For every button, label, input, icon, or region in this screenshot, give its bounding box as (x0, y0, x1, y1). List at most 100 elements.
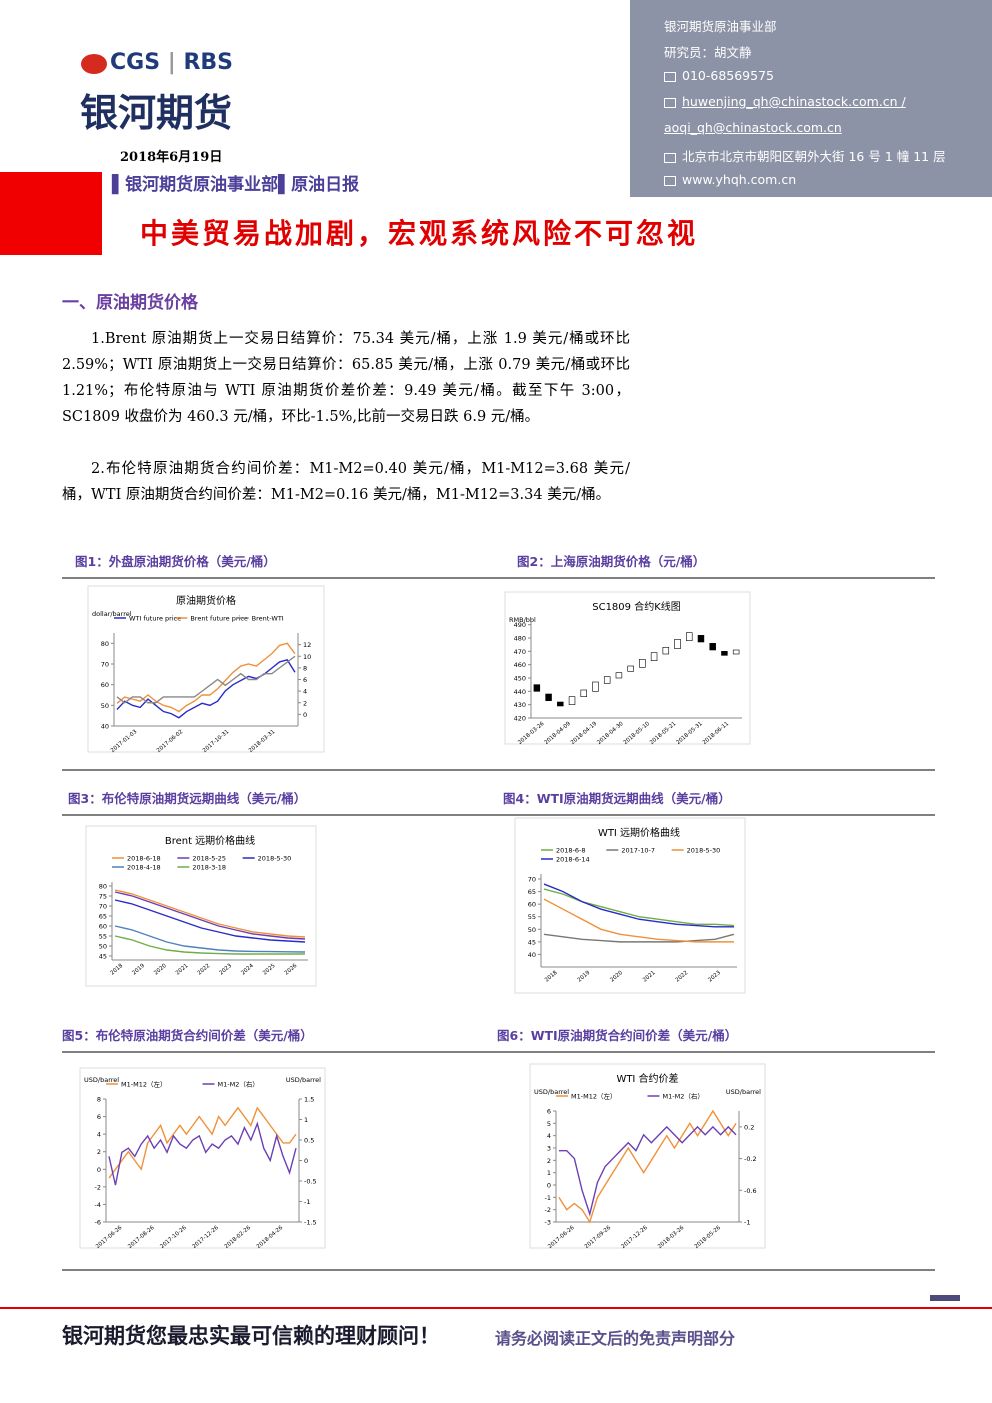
x-tick-label: 2021 (175, 963, 190, 977)
series-line (116, 642, 296, 713)
candle (639, 659, 646, 668)
red-block (0, 172, 102, 255)
y2-tick-label: 2 (303, 699, 307, 707)
report-name: 原油日报 (291, 175, 360, 195)
x-tick-label: 2022 (197, 963, 212, 977)
figure-caption: 图2：上海原油期货价格（元/桶） (517, 554, 706, 569)
legend-label: 2018-3-18 (192, 864, 226, 872)
axis-label: USD/barrel (534, 1088, 569, 1096)
candle (709, 643, 716, 651)
footer-slogan: 银河期货您最忠实最可信赖的理财顾问！ (62, 1324, 440, 1348)
axis-label: RMB/bbl (509, 616, 536, 624)
legend-label: 2018-6-14 (556, 856, 590, 864)
chart-title: 原油期货价格 (176, 594, 236, 607)
chart-frame (79, 1067, 326, 1249)
chart-title: SC1809 合约K线图 (592, 600, 681, 613)
y-tick-label: 0 (547, 1182, 551, 1190)
series-line (114, 899, 306, 943)
paragraph: 1.Brent 原油期货上一交易日结算价：75.34 美元/桶，上涨 1.9 美… (62, 331, 630, 425)
series-line (114, 935, 305, 955)
y-tick-label: 60 (99, 923, 107, 931)
x-tick-label: 2017-10-26 (159, 1225, 188, 1250)
contact-line: 010-68569575 (682, 68, 774, 83)
contact-line: 银河期货原油事业部 (664, 19, 777, 34)
x-tick-label: 2022 (675, 970, 690, 984)
candle (662, 647, 670, 655)
x-tick-label: 2018-04-30 (596, 721, 625, 746)
x-tick-label: 2017-12-26 (192, 1225, 221, 1250)
x-tick-label: 2017-08-26 (127, 1225, 156, 1250)
candle (697, 635, 705, 643)
y-tick-label: 4 (97, 1131, 101, 1139)
legend-label: M1-M2（右） (663, 1092, 704, 1101)
y-tick-label: -3 (545, 1219, 551, 1227)
legend-label: M1-M12（左） (121, 1080, 166, 1089)
axis-label: USD/barrel (84, 1076, 119, 1084)
y-tick-label: 480 (514, 635, 526, 643)
legend-label: WTI future price (129, 615, 181, 623)
chart-title: WTI 合约价差 (616, 1072, 678, 1085)
y-tick-label: -4 (95, 1201, 101, 1209)
y-tick-label: 50 (528, 926, 536, 934)
section-heading: 一、原油期货价格 (62, 293, 198, 313)
y-tick-label: 2 (547, 1157, 551, 1165)
y-tick-label: 490 (514, 621, 526, 629)
y2-tick-label: 6 (303, 676, 307, 684)
y-tick-label: 65 (528, 888, 536, 896)
series-line (108, 1121, 297, 1186)
legend-label: 2018-6-18 (127, 855, 161, 863)
contact-line: aoqi_qh@chinastock.com.cn (664, 120, 842, 135)
x-tick-label: 2024 (240, 963, 255, 977)
candle (580, 689, 587, 697)
y-tick-label: -6 (95, 1219, 101, 1227)
legend-label: 2018-5-30 (687, 847, 721, 855)
y2-tick-label: -0.5 (304, 1178, 317, 1186)
y-tick-label: 60 (101, 681, 109, 689)
x-tick-label: 2023 (707, 970, 722, 984)
x-tick-label: 2018-05-10 (623, 721, 652, 746)
y2-tick-label: 0.5 (304, 1137, 314, 1145)
y-tick-label: 70 (101, 661, 109, 669)
y-tick-label: 70 (528, 876, 536, 884)
y-tick-label: 40 (528, 951, 536, 959)
y2-tick-label: 1 (304, 1116, 308, 1124)
y-tick-label: 3 (547, 1145, 551, 1153)
y-tick-label: -2 (95, 1183, 101, 1191)
department: 银河期货原油事业部 (125, 175, 279, 195)
logo-text: RBS (183, 50, 234, 75)
legend-label: M1-M2（右） (218, 1080, 259, 1089)
contact-line: 北京市北京市朝阳区朝外大街 16 号 1 幢 11 层 (682, 149, 946, 164)
y-tick-label: 80 (99, 883, 107, 891)
y2-tick-label: -1 (744, 1219, 750, 1227)
dept-bar: ▌银河期货原油事业部▌原油日报 (112, 175, 360, 195)
y-tick-label: 80 (101, 640, 109, 648)
x-tick-label: 2018-04-26 (256, 1225, 285, 1250)
x-tick-label: 2018 (110, 963, 125, 977)
y2-tick-label: 0.2 (744, 1123, 754, 1131)
chart-title: Brent 远期价格曲线 (165, 834, 255, 847)
y2-tick-label: 8 (303, 664, 307, 672)
legend-label: 2017-10-7 (621, 847, 655, 855)
y-tick-label: 6 (547, 1108, 551, 1116)
company-name: 银河期货 (80, 91, 233, 135)
x-tick-label: 2021 (642, 970, 657, 984)
series-line (558, 1109, 737, 1224)
x-tick-label: 2017-06-26 (547, 1225, 576, 1250)
series-line (559, 1125, 737, 1217)
x-tick-label: 2026 (284, 963, 299, 977)
chart-frame (529, 1063, 766, 1249)
y-tick-label: 8 (97, 1096, 101, 1104)
x-tick-label: 2020 (609, 970, 624, 984)
y-tick-label: 55 (528, 913, 536, 921)
y-tick-label: -1 (545, 1194, 551, 1202)
y2-tick-label: 0 (304, 1157, 308, 1165)
series-line (116, 655, 296, 704)
x-tick-label: 2017-10-31 (202, 729, 230, 754)
contact-line: www.yhqh.com.cn (682, 172, 797, 187)
logo: CGS | RBS (110, 50, 234, 75)
x-tick-label: 2018-03-26 (657, 1225, 686, 1250)
candle (686, 632, 693, 641)
y-tick-label: 450 (514, 675, 526, 683)
series-line (114, 889, 306, 938)
